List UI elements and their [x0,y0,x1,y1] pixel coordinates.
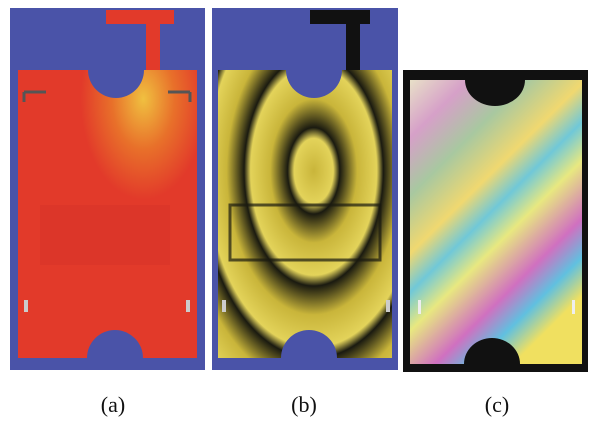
panel-b [212,8,398,370]
panel-label: (b) [291,392,317,417]
figure: (a) (b) (c) [0,0,592,426]
panel-label: (c) [485,392,509,417]
panel-label: (a) [101,392,125,417]
panel-a [10,8,205,370]
panel-c [403,70,588,372]
page: (a) (b) (c) (() => { const data = JSON.p… [0,0,592,426]
